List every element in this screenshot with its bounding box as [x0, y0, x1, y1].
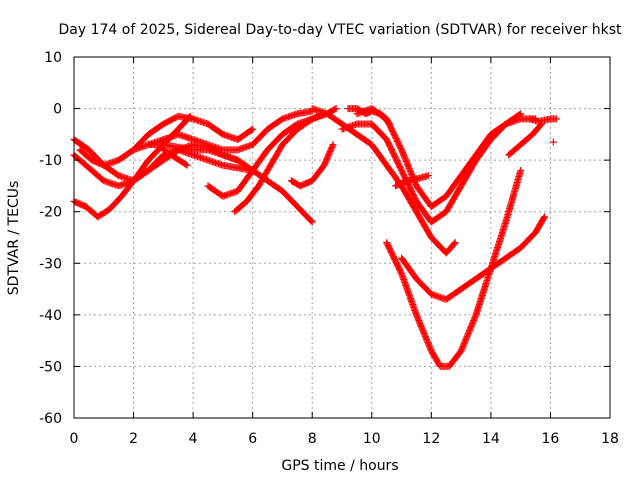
- data-marker: [332, 105, 340, 113]
- data-marker: [424, 172, 432, 180]
- data-marker: [182, 160, 190, 168]
- x-tick-labels: 0 2 4 6 8 10 12 14 16 18: [70, 431, 619, 447]
- x-tick-label: 12: [422, 431, 440, 447]
- y-tick-label: -60: [39, 411, 62, 427]
- x-tick-label: 2: [129, 431, 138, 447]
- series-trace-6: [144, 107, 316, 154]
- series-trace-7: [159, 146, 191, 169]
- data-marker: [247, 126, 255, 134]
- data-marker: [307, 217, 315, 225]
- data-marker: [552, 115, 560, 123]
- y-tick-label: -20: [39, 205, 62, 221]
- y-tick-label: -50: [39, 359, 62, 375]
- plot-frame: [73, 56, 611, 419]
- x-tick-label: 8: [308, 431, 317, 447]
- data-marker: [540, 214, 548, 222]
- chart-title: Day 174 of 2025, Sidereal Day-to-day VTE…: [59, 22, 622, 38]
- x-tick-label: 0: [70, 431, 79, 447]
- series-trace-4: [76, 112, 257, 169]
- series-trace-16: [398, 213, 548, 303]
- series-outlier: [549, 138, 557, 146]
- data-marker: [308, 218, 316, 226]
- series-trace-17: [392, 172, 432, 190]
- y-tick-label: 0: [53, 102, 62, 118]
- y-tick-label: -40: [39, 308, 62, 324]
- data-marker: [451, 239, 459, 247]
- data-marker: [183, 161, 191, 169]
- data-marker: [549, 138, 557, 146]
- data-marker: [517, 166, 525, 174]
- x-tick-label: 10: [363, 431, 381, 447]
- x-tick-label: 18: [601, 431, 619, 447]
- y-tick-label: 10: [44, 50, 62, 66]
- y-axis-label: SDTVAR / TECUs: [6, 181, 22, 296]
- x-tick-label: 4: [189, 431, 198, 447]
- x-axis-label: GPS time / hours: [281, 458, 398, 474]
- data-points: [70, 105, 560, 370]
- data-marker: [331, 105, 339, 113]
- x-tick-label: 6: [248, 431, 257, 447]
- data-marker: [329, 141, 337, 149]
- series-trace-19: [526, 115, 560, 125]
- y-tick-label: -10: [39, 153, 62, 169]
- tick-marks: [73, 56, 611, 419]
- y-tick-label: -30: [39, 256, 62, 272]
- x-tick-label: 16: [542, 431, 560, 447]
- series-trace-10: [287, 141, 337, 190]
- y-tick-labels: 10 0 -10 -20 -30 -40 -50 -60: [39, 50, 62, 427]
- series-trace-15: [383, 166, 525, 370]
- series-trace-18: [505, 120, 546, 159]
- data-marker: [249, 125, 257, 133]
- series-trace-11: [308, 105, 459, 257]
- data-marker: [450, 240, 458, 248]
- data-marker: [540, 213, 548, 221]
- x-tick-label: 14: [482, 431, 500, 447]
